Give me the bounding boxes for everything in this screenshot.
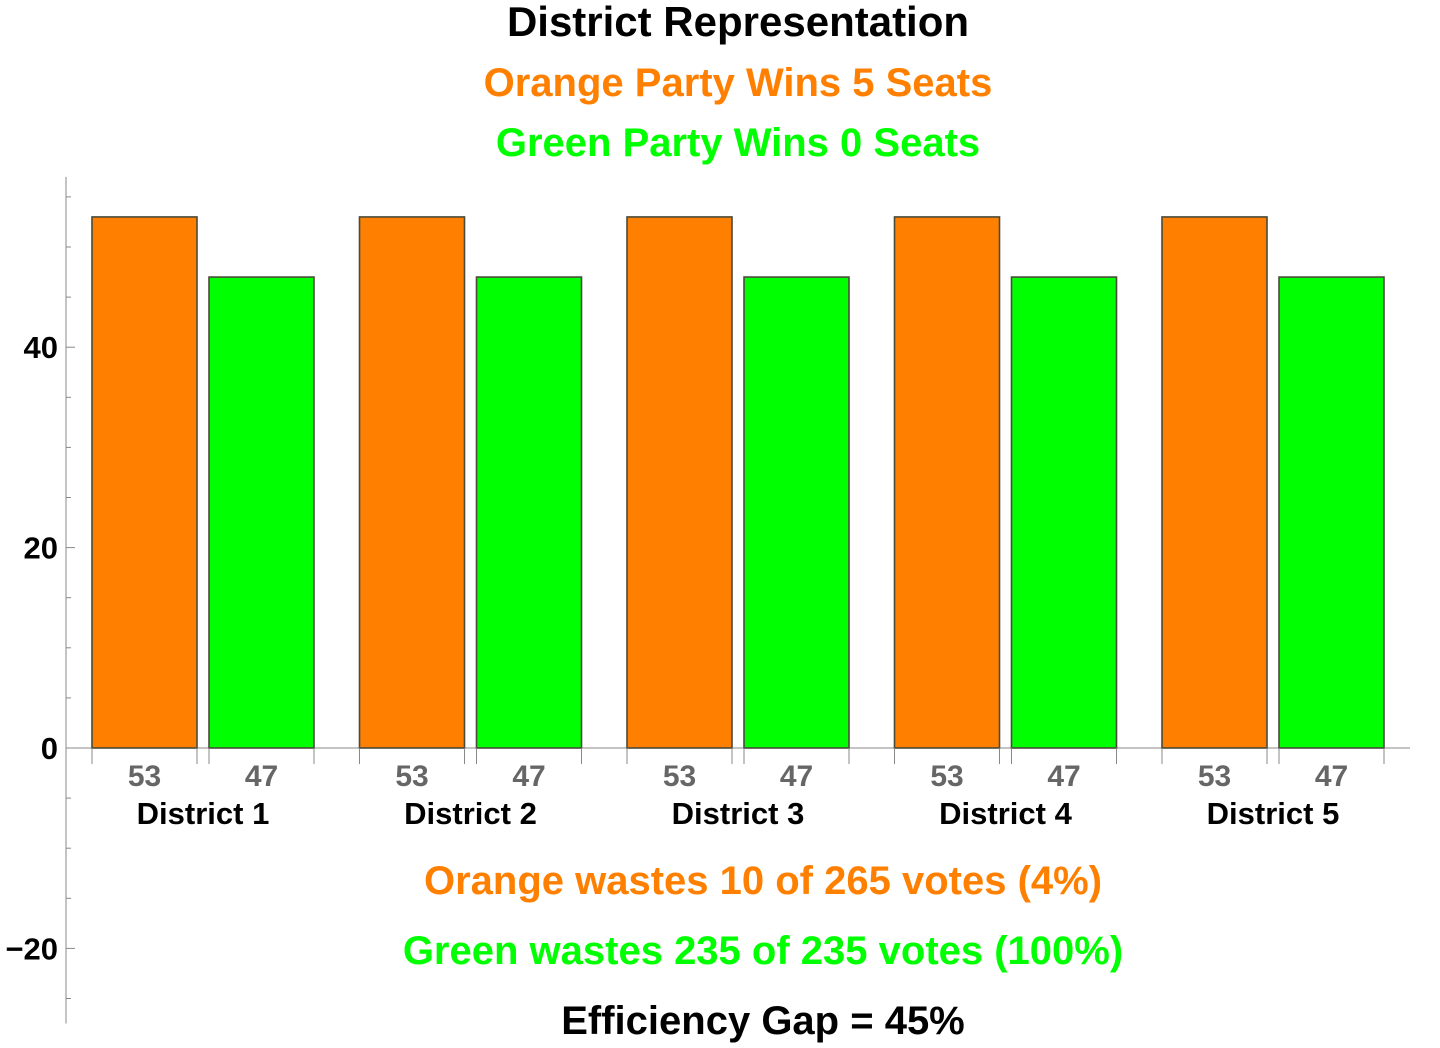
y-tick-label: −20 — [5, 931, 58, 966]
bar-value-label: 47 — [1047, 760, 1080, 793]
bar — [1161, 216, 1268, 749]
bar — [743, 276, 850, 749]
bar-value-label: 53 — [395, 760, 428, 793]
bar — [208, 276, 315, 749]
category-label: District 3 — [672, 796, 805, 831]
category-label: District 5 — [1207, 796, 1340, 831]
bar-value-label: 47 — [1315, 760, 1348, 793]
category-label: District 4 — [939, 796, 1072, 831]
bars-group — [91, 216, 1385, 764]
bar-value-label: 53 — [663, 760, 696, 793]
bar — [91, 216, 198, 749]
annotation-efficiency-gap: Efficiency Gap = 45% — [561, 999, 965, 1043]
annotation-green-wasted: Green wastes 235 of 235 votes (100%) — [403, 929, 1123, 973]
bar-value-label: 47 — [512, 760, 545, 793]
bar-value-label: 53 — [128, 760, 161, 793]
bar — [1010, 276, 1118, 749]
bar — [626, 216, 733, 749]
y-tick-label: 20 — [24, 531, 58, 566]
bar — [893, 216, 1001, 749]
y-tick-label: 0 — [41, 731, 58, 766]
chart-title: District Representation — [507, 0, 969, 45]
subtitle-orange-seats: Orange Party Wins 5 Seats — [484, 61, 993, 105]
subtitle-green-seats: Green Party Wins 0 Seats — [496, 121, 980, 165]
category-label: District 1 — [137, 796, 270, 831]
bar-value-label: 53 — [930, 760, 963, 793]
y-tick-label: 40 — [24, 330, 58, 365]
bar — [358, 216, 466, 749]
bar-value-label: 47 — [780, 760, 813, 793]
bar — [475, 276, 583, 749]
bar — [1278, 276, 1385, 749]
category-label: District 2 — [404, 796, 537, 831]
bar-value-label: 47 — [245, 760, 278, 793]
annotation-orange-wasted: Orange wastes 10 of 265 votes (4%) — [424, 859, 1102, 903]
bar-value-label: 53 — [1198, 760, 1231, 793]
